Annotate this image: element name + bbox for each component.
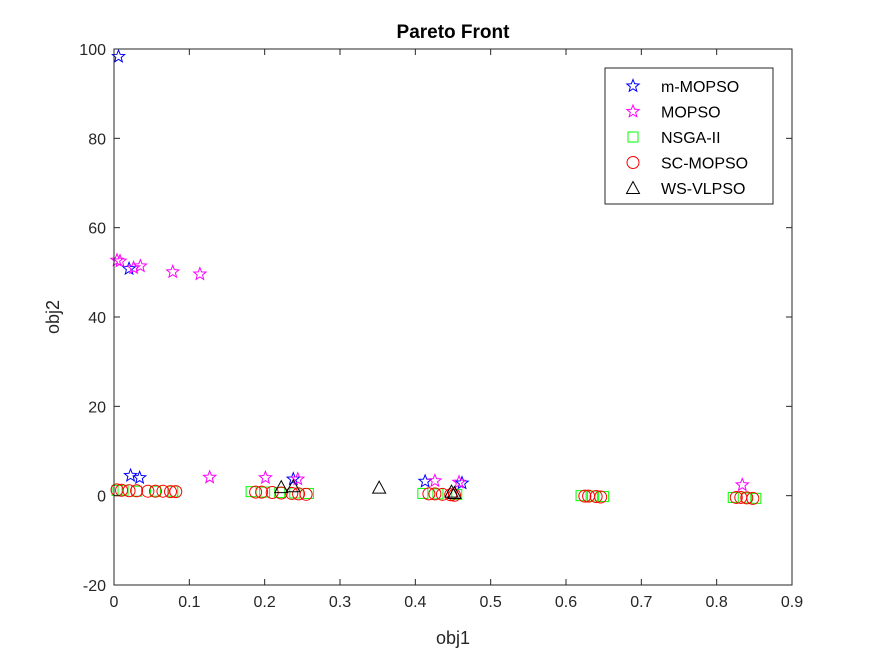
x-axis-label: obj1 bbox=[436, 628, 470, 648]
legend-marker bbox=[625, 78, 641, 93]
data-point bbox=[156, 484, 170, 498]
x-tick-label: 0.3 bbox=[329, 594, 351, 611]
x-tick-label: 0.2 bbox=[254, 594, 276, 611]
legend-marker bbox=[627, 131, 639, 143]
y-axis-label: obj2 bbox=[43, 300, 63, 334]
axes: 0 0.1 0.2 0.3 0.4 0.5 0.6 0.7 0.8 0.9 -2002040608… bbox=[79, 42, 803, 611]
x-tick-label: 0.5 bbox=[480, 594, 502, 611]
legend-entries: m-MOPSO MOPSO NSGA-II SC-MOPSO WS-VLPSO bbox=[625, 78, 748, 198]
data-point bbox=[112, 253, 128, 268]
data-point bbox=[130, 484, 144, 498]
data-point bbox=[165, 264, 181, 279]
legend-entry: WS-VLPSO bbox=[625, 180, 745, 198]
data-point bbox=[290, 471, 306, 486]
data-point bbox=[257, 469, 273, 485]
data-point bbox=[299, 487, 313, 501]
legend-entry: SC-MOPSO bbox=[626, 156, 748, 173]
x-axis-ticks: 0 0.1 0.2 0.3 0.4 0.5 0.6 0.7 0.8 0.9 bbox=[110, 49, 803, 611]
data-point bbox=[371, 480, 387, 494]
data-point bbox=[292, 487, 306, 501]
series-ws-vlpso bbox=[273, 478, 462, 499]
y-tick-label: 60 bbox=[88, 221, 106, 238]
legend-label: MOPSO bbox=[661, 105, 721, 122]
data-point bbox=[578, 489, 592, 503]
data-point bbox=[427, 473, 443, 488]
data-point bbox=[746, 491, 760, 505]
data-point bbox=[428, 487, 442, 501]
data-point bbox=[132, 469, 148, 485]
data-point bbox=[117, 484, 129, 496]
data-point bbox=[729, 490, 743, 504]
data-point bbox=[285, 478, 301, 493]
legend: m-MOPSO MOPSO NSGA-II SC-MOPSO WS-VLPSO bbox=[604, 67, 774, 205]
data-point bbox=[448, 488, 462, 502]
data-point bbox=[192, 266, 208, 281]
legend-label: WS-VLPSO bbox=[661, 181, 745, 198]
data-point bbox=[249, 485, 263, 499]
legend-marker bbox=[625, 180, 641, 194]
data-point bbox=[589, 490, 603, 504]
data-point bbox=[123, 467, 139, 482]
series-sc-mopso bbox=[110, 483, 760, 505]
legend-label: NSGA-II bbox=[661, 130, 721, 147]
data-point bbox=[115, 483, 129, 497]
data-point bbox=[740, 491, 754, 505]
x-tick-label: 0.8 bbox=[706, 594, 728, 611]
data-point bbox=[594, 490, 608, 504]
y-tick-label: 40 bbox=[88, 310, 106, 327]
x-tick-label: 0.1 bbox=[178, 594, 200, 611]
y-tick-label: 80 bbox=[88, 131, 106, 148]
legend-entry: NSGA-II bbox=[627, 130, 721, 147]
series-mopso bbox=[109, 252, 750, 492]
data-point bbox=[169, 485, 183, 499]
data-point bbox=[149, 485, 161, 497]
data-point bbox=[202, 469, 218, 484]
x-tick-label: 0.6 bbox=[555, 594, 577, 611]
data-point bbox=[273, 479, 289, 494]
data-point bbox=[285, 471, 301, 486]
chart-title: Pareto Front bbox=[397, 22, 511, 43]
data-point bbox=[447, 485, 462, 499]
x-tick-label: 0 bbox=[110, 594, 119, 611]
legend-entry: MOPSO bbox=[625, 103, 721, 122]
x-tick-label: 0.9 bbox=[781, 594, 803, 611]
x-tick-label: 0.4 bbox=[404, 594, 426, 611]
data-point bbox=[126, 259, 142, 275]
x-tick-label: 0.7 bbox=[630, 594, 652, 611]
data-marks bbox=[109, 48, 762, 505]
data-point bbox=[132, 258, 148, 273]
data-point bbox=[422, 487, 436, 501]
data-point bbox=[164, 485, 177, 499]
data-point bbox=[444, 484, 459, 498]
data-point bbox=[148, 484, 162, 498]
legend-label: m-MOPSO bbox=[661, 79, 739, 96]
y-tick-label: 0 bbox=[97, 489, 106, 506]
legend-marker bbox=[625, 103, 641, 118]
data-point bbox=[141, 484, 155, 498]
y-tick-label: -20 bbox=[83, 578, 106, 595]
data-point bbox=[451, 474, 467, 489]
legend-label: SC-MOPSO bbox=[661, 156, 748, 173]
data-point bbox=[255, 485, 269, 499]
y-tick-label: 100 bbox=[79, 42, 106, 59]
legend-entry: m-MOPSO bbox=[625, 78, 739, 96]
y-tick-label: 20 bbox=[88, 399, 106, 416]
legend-marker bbox=[626, 156, 640, 169]
data-point bbox=[734, 477, 750, 492]
data-point bbox=[285, 486, 299, 500]
data-point bbox=[417, 487, 429, 499]
data-point bbox=[122, 484, 136, 498]
y-axis-ticks: -20 0 20 40 60 80 100 bbox=[79, 42, 792, 595]
